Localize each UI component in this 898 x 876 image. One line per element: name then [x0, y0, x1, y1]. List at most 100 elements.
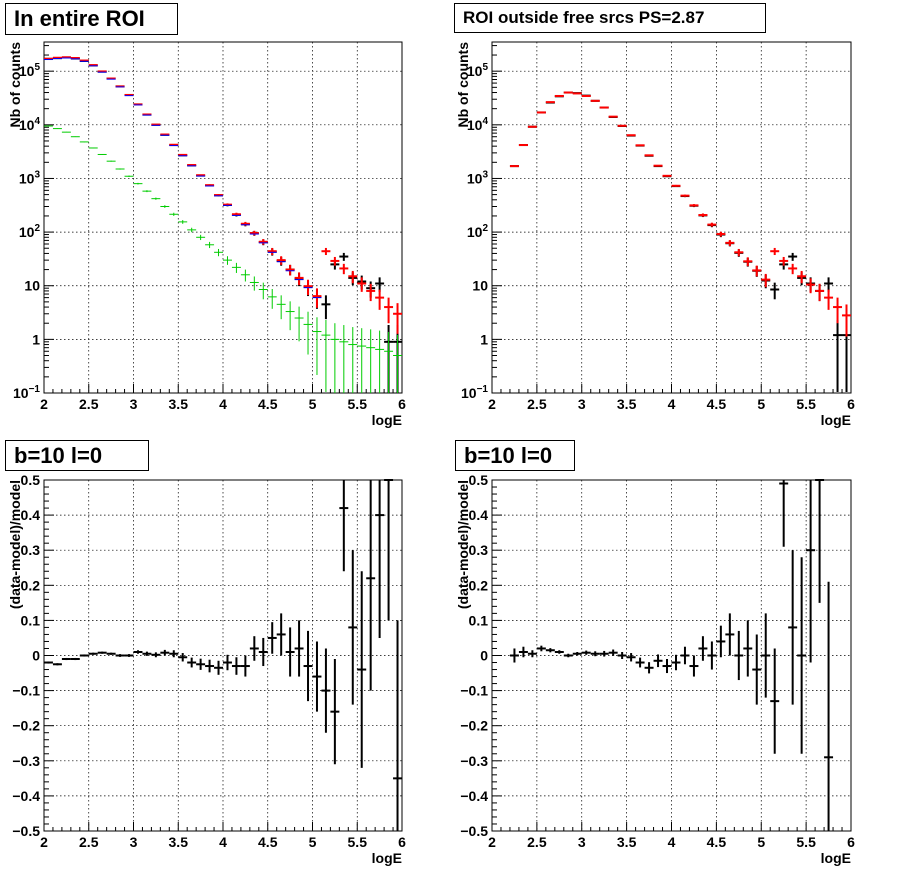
data-point — [70, 136, 80, 138]
y-tick-label: 0.4 — [469, 507, 489, 523]
data-point — [169, 143, 179, 146]
y-tick-label: 102 — [467, 223, 489, 240]
x-tick-label: 5.5 — [348, 396, 368, 412]
data-point — [761, 613, 771, 698]
x-tick-label: 2.5 — [527, 396, 547, 412]
data-point — [187, 227, 197, 233]
data-point — [330, 659, 340, 765]
y-tick-label: 104 — [19, 116, 41, 133]
data-point — [142, 190, 152, 193]
data-point — [231, 262, 241, 273]
data-point — [339, 325, 349, 393]
data-point — [231, 657, 241, 675]
data-point — [357, 277, 367, 292]
data-point — [178, 153, 188, 156]
data-point — [115, 654, 125, 657]
data-point — [689, 204, 699, 207]
data-point — [339, 252, 349, 261]
data-point — [518, 144, 528, 147]
x-tick-label: 6 — [847, 396, 855, 412]
data-point — [689, 655, 699, 677]
data-point — [214, 248, 223, 257]
data-point — [366, 329, 376, 393]
panel-2: 2 2.5 3 3.5 4 4.5 5 5.5 6 10−1 1 10 102 103 104 105 logE… — [455, 41, 855, 428]
data-point — [815, 283, 825, 302]
data-point — [599, 650, 609, 657]
y-tick-label: −0.1 — [460, 683, 488, 699]
data-point — [662, 174, 672, 177]
y-tick-label: 1 — [480, 331, 488, 347]
y-tick-label: 0.5 — [469, 472, 489, 488]
data-point — [653, 654, 663, 668]
panel-3: 2 2.5 3 3.5 4 4.5 5 5.5 6 −0.5 −0.4 −0.3 −0.2 −0.1 0 0.… — [7, 472, 406, 866]
y-axis-label: Nb of counts — [455, 42, 471, 128]
x-tick-label: 5 — [309, 396, 317, 412]
data-point — [770, 648, 780, 754]
x-tick-label: 2.5 — [79, 396, 99, 412]
y-tick-label: 0 — [480, 648, 488, 664]
x-tick-label: 2.5 — [527, 834, 547, 850]
data-point — [815, 479, 825, 603]
data-point — [797, 557, 807, 754]
data-point — [303, 630, 313, 702]
data-point — [267, 288, 277, 309]
data-point — [196, 234, 206, 241]
data-point — [214, 660, 223, 675]
series-4 — [44, 125, 402, 393]
data-point — [725, 240, 735, 246]
data-point — [258, 282, 268, 300]
y-axis-label: (data-model)/model — [7, 480, 23, 609]
data-point — [698, 213, 708, 217]
y-tick-label: −0.2 — [12, 718, 40, 734]
data-point — [160, 205, 170, 208]
x-tick-label: 3 — [130, 396, 138, 412]
y-tick-label: 102 — [19, 223, 41, 240]
data-point — [151, 197, 161, 200]
y-tick-label: 10 — [472, 278, 488, 294]
data-point — [797, 270, 807, 284]
panel-3-title: b=10 l=0 — [5, 440, 149, 471]
x-tick-label: 2 — [40, 834, 48, 850]
data-point — [707, 641, 717, 670]
data-point — [348, 550, 358, 705]
data-point — [294, 306, 304, 342]
data-point — [79, 141, 89, 143]
data-point — [716, 231, 726, 237]
data-point — [734, 630, 744, 681]
data-point — [276, 613, 286, 656]
data-point — [375, 480, 385, 638]
data-point — [842, 304, 851, 337]
data-point — [61, 131, 71, 133]
data-point — [312, 317, 322, 375]
data-point — [249, 636, 259, 661]
panel-1: 2 2.5 3 3.5 4 4.5 5 5.5 6 10−1 1 10 102 103 104 105 logE… — [7, 41, 406, 428]
y-axis-label: Nb of counts — [7, 42, 23, 128]
data-point — [752, 265, 762, 277]
data-point — [375, 330, 385, 393]
y-tick-label: 103 — [467, 169, 489, 186]
data-point — [312, 641, 322, 712]
data-point — [339, 263, 349, 275]
x-tick-label: 3.5 — [617, 834, 637, 850]
data-point — [384, 331, 394, 393]
data-point — [169, 212, 179, 216]
y-tick-label: −0.1 — [12, 683, 40, 699]
y-tick-label: 105 — [19, 62, 41, 79]
grid — [44, 42, 402, 393]
data-point — [698, 636, 708, 661]
data-point — [169, 650, 179, 658]
y-tick-label: 104 — [467, 116, 489, 133]
data-point — [626, 653, 636, 662]
data-point — [806, 278, 816, 294]
data-point — [527, 650, 537, 658]
x-tick-label: 6 — [398, 834, 406, 850]
data-point — [743, 257, 753, 267]
x-tick-label: 4.5 — [258, 396, 278, 412]
y-tick-label: 0 — [32, 648, 40, 664]
data-point — [133, 650, 143, 654]
data-point — [393, 334, 402, 393]
series-3 — [44, 57, 322, 299]
x-tick-label: 5.5 — [796, 834, 816, 850]
data-point — [258, 637, 268, 667]
data-point — [321, 320, 331, 392]
